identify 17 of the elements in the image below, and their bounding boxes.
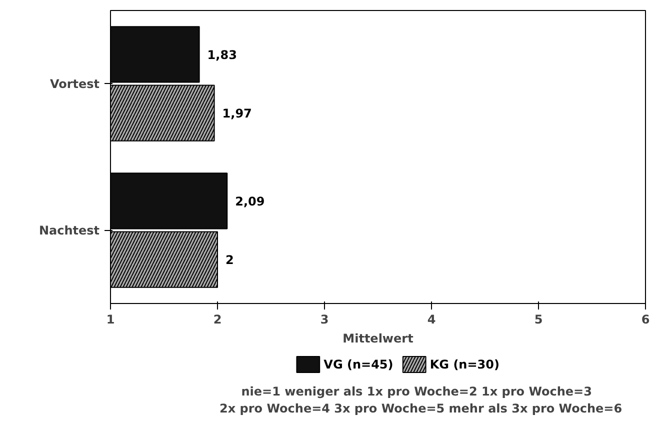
x-axis-title: Mittelwert bbox=[342, 332, 414, 346]
x-tick-label: 6 bbox=[641, 312, 650, 326]
legend-label: KG (n=30) bbox=[430, 358, 500, 372]
data-label: 1,97 bbox=[222, 106, 252, 121]
x-tick-label: 5 bbox=[534, 312, 543, 326]
x-tick-label: 4 bbox=[427, 312, 436, 326]
data-label: 2,09 bbox=[235, 194, 265, 208]
x-tick-label: 3 bbox=[320, 312, 329, 326]
text: 2x pro Woche=4 3x pro Woche=5 mehr als 3x pro Woche=6 bbox=[220, 402, 622, 416]
y-tick-label: Vortest bbox=[50, 76, 100, 91]
text: nie=1 weniger als 1x pro Woche=2 1x pro Woche=3 bbox=[241, 384, 592, 398]
data-label: 1,83 bbox=[207, 48, 237, 62]
x-tick-label: 2 bbox=[213, 312, 222, 326]
y-tick-label: Nachtest bbox=[38, 223, 100, 238]
data-label: 2 bbox=[226, 253, 234, 268]
x-tick-label: 1 bbox=[106, 312, 115, 326]
legend-label: VG (n=45) bbox=[324, 358, 394, 372]
